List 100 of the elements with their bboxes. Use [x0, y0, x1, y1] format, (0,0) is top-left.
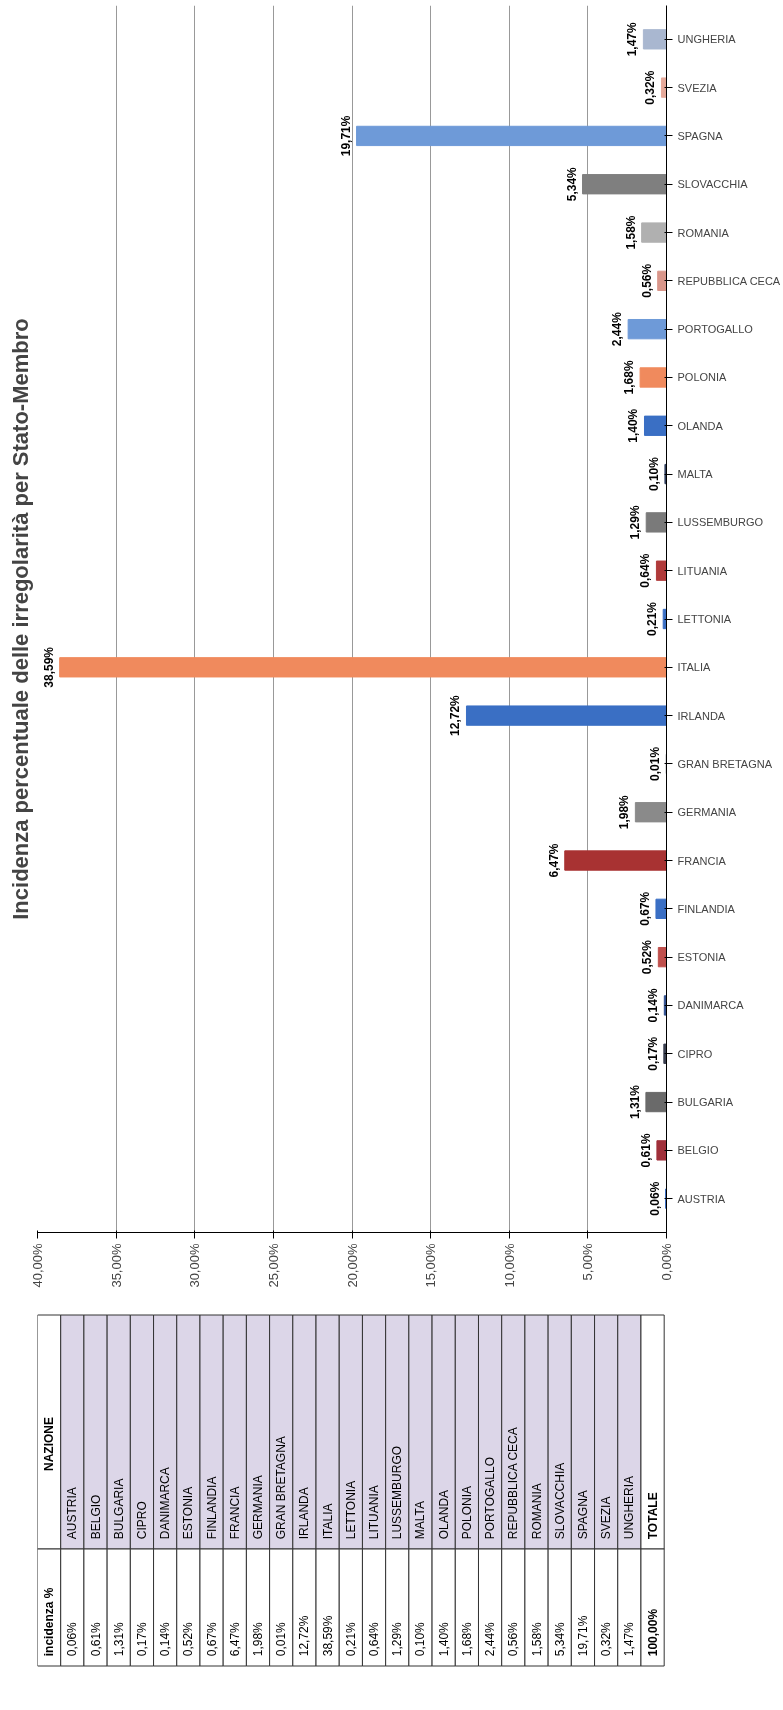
category-label: FINLANDIA [204, 1476, 219, 1540]
text: 0,32% [599, 1622, 614, 1657]
y-tick-label: LUSSEMBURGO [677, 516, 764, 529]
text: 0,64% [367, 1622, 382, 1657]
category-label: IRLANDA [297, 1487, 312, 1540]
category-label: LETTONIA [343, 1480, 358, 1540]
data-label: 1,29% [628, 505, 643, 540]
data-label: 0,01% [648, 746, 663, 781]
y-tick-label: SVEZIA [677, 81, 718, 94]
category-label: OLANDA [436, 1489, 451, 1540]
data-label: 0,32% [643, 70, 658, 105]
data-label: 38,59% [41, 646, 56, 688]
data-label: 12,72% [448, 694, 463, 736]
category-label: SVEZIA [599, 1496, 614, 1540]
y-tick-label: ESTONIA [677, 951, 727, 964]
category-label: SLOVACCHIA [552, 1462, 567, 1540]
text: Incidenza percentuale delle irregolarità per Stato-Membro [7, 318, 33, 920]
data-label: 1,58% [623, 215, 638, 250]
category-label: ESTONIA [181, 1486, 196, 1540]
text: NAZIONE [42, 1417, 57, 1471]
data-label: 0,21% [645, 601, 660, 637]
text: 1,68% [459, 1622, 474, 1657]
category-label: FRANCIA [227, 1486, 242, 1540]
x-tick-label: 0,00% [659, 1243, 674, 1281]
y-tick-label: ROMANIA [677, 226, 730, 239]
y-tick-label: CIPRO [677, 1047, 713, 1060]
y-tick-label: FRANCIA [677, 854, 727, 867]
data-label: 2,44% [610, 311, 625, 347]
x-tick-label: 5,00% [580, 1243, 596, 1281]
category-label: CIPRO [134, 1501, 149, 1540]
y-tick-label: DANIMARCA [677, 999, 745, 1012]
data-label: 5,34% [564, 166, 579, 202]
data-label: 1,47% [625, 21, 640, 57]
y-tick-label: POLONIA [677, 371, 728, 384]
x-tick-label: 15,00% [423, 1243, 439, 1288]
text: 0,10% [413, 1622, 428, 1657]
y-tick-label: OLANDA [677, 419, 724, 432]
category-label: PORTOGALLO [483, 1456, 498, 1540]
data-label: 0,56% [639, 263, 654, 298]
text: incidenza % [42, 1587, 57, 1657]
category-label: LUSSEMBURGO [390, 1445, 405, 1540]
category-label: SPAGNA [575, 1490, 590, 1540]
text: 1,58% [529, 1622, 544, 1657]
text: 0,01% [274, 1622, 289, 1657]
text: 1,29% [390, 1622, 405, 1657]
y-tick-label: SLOVACCHIA [677, 178, 749, 191]
category-label: LITUANIA [367, 1485, 382, 1540]
text: 12,72% [297, 1615, 312, 1657]
text: 100,00% [645, 1608, 660, 1657]
data-label: 1,40% [626, 408, 641, 443]
category-label: UNGHERIA [622, 1475, 637, 1540]
y-tick-label: LETTONIA [677, 613, 732, 625]
text: 0,14% [158, 1622, 173, 1657]
data-label: 0,67% [637, 891, 652, 926]
category-label: GRAN BRETAGNA [274, 1436, 289, 1540]
text: 0,21% [343, 1622, 358, 1657]
data-label: 0,61% [638, 1133, 653, 1168]
x-tick-label: 30,00% [187, 1243, 203, 1288]
text: 38,59% [320, 1615, 335, 1657]
x-tick-label: 10,00% [501, 1243, 517, 1288]
data-label: 0,52% [640, 939, 655, 975]
data-label: 6,47% [546, 843, 561, 878]
category-label: GERMANIA [251, 1475, 265, 1540]
category-label: POLONIA [459, 1485, 474, 1540]
category-label: ITALIA [320, 1503, 335, 1540]
data-label: 0,10% [646, 456, 661, 492]
text: 19,71% [575, 1615, 590, 1657]
x-tick-label: 35,00% [108, 1243, 124, 1288]
text: 0,56% [506, 1622, 521, 1657]
text: 0,52% [181, 1622, 196, 1657]
y-tick-label: BELGIO [677, 1144, 719, 1157]
y-tick-label: UNGHERIA [677, 33, 737, 46]
y-tick-label: BULGARIA [677, 1096, 734, 1109]
y-tick-label: FINLANDIA [677, 902, 736, 915]
text: 0,67% [204, 1622, 219, 1657]
x-tick-label: 20,00% [344, 1243, 360, 1288]
data-label: 0,14% [646, 988, 661, 1023]
text: 5,34% [552, 1622, 567, 1657]
y-tick-label: AUSTRIA [677, 1192, 726, 1205]
text: TOTALE [645, 1492, 660, 1540]
text: 0,06% [65, 1622, 80, 1657]
text: 1,47% [622, 1622, 637, 1657]
y-tick-label: IRLANDA [677, 709, 726, 722]
category-label: BELGIO [88, 1494, 103, 1540]
y-tick-label: MALTA [677, 468, 714, 481]
text: 6,47% [227, 1622, 242, 1657]
text: 2,44% [483, 1622, 498, 1657]
data-label: 0,64% [638, 553, 653, 588]
x-tick-label: 40,00% [30, 1243, 45, 1288]
category-label: DANIMARCA [158, 1467, 173, 1540]
text: 0,61% [88, 1622, 103, 1657]
y-tick-label: SPAGNA [677, 129, 724, 142]
category-label: MALTA [413, 1501, 428, 1540]
text: 1,98% [251, 1622, 265, 1657]
y-tick-label: ITALIA [677, 661, 711, 674]
category-label: AUSTRIA [65, 1487, 80, 1540]
category-label: REPUBBLICA CECA [506, 1427, 521, 1540]
data-label: 19,71% [338, 115, 353, 157]
data-label: 1,31% [627, 1084, 642, 1120]
text: 0,17% [134, 1622, 149, 1657]
